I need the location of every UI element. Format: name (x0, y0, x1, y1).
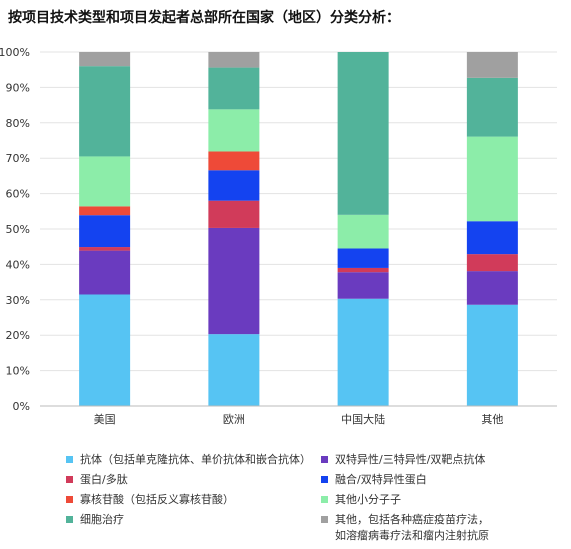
bars (79, 52, 518, 406)
bar-segment (79, 156, 131, 207)
legend-label: 融合/双特异性蛋白 (335, 473, 427, 486)
bar-segment (466, 136, 518, 222)
y-tick-label: 40% (6, 258, 30, 271)
x-tick-label: 中国大陆 (341, 412, 385, 426)
bar-segment (79, 52, 131, 67)
bar-segment (208, 200, 260, 228)
legend-swatch (66, 516, 73, 523)
bar-segment (337, 267, 389, 273)
legend-swatch (321, 516, 328, 523)
legend-label: 抗体（包括单克隆抗体、单价抗体和嵌合抗体） (80, 453, 311, 466)
legend-item: 其他小分子子 (321, 492, 401, 508)
legend-label: 寡核苷酸（包括反义寡核苷酸） (80, 493, 234, 506)
legend-label: 其他小分子子 (335, 493, 401, 506)
y-tick-label: 90% (6, 81, 30, 94)
bar-segment (79, 206, 131, 216)
bar-segment (208, 151, 260, 171)
legend-item: 细胞治疗 (66, 512, 124, 528)
legend-swatch (321, 476, 328, 483)
y-tick-label: 20% (6, 329, 30, 342)
y-axis-ticks: 0% 10% 20% 30% 40% 50% 60% 70% 80% 90% 100% (0, 46, 30, 413)
bar-segment (79, 294, 131, 406)
legend-label: 其他，包括各种癌症疫苗疗法， 如溶瘤病毒疗法和瘤内注射抗原 (335, 513, 489, 542)
bar-segment (208, 109, 260, 152)
bar-segment (79, 250, 131, 295)
bar-segment (466, 304, 518, 406)
bar-segment (208, 227, 260, 335)
legend-swatch (321, 496, 328, 503)
bar-segment (208, 334, 260, 406)
legend-label: 双特异性/三特异性/双靶点抗体 (335, 453, 486, 466)
bar-segment (208, 170, 260, 201)
legend-item: 蛋白/多肽 (66, 472, 128, 488)
y-tick-label: 0% (13, 400, 30, 413)
bar-segment (208, 52, 260, 68)
bar-segment (79, 215, 131, 248)
bar-segment (208, 67, 260, 110)
bar-segment (466, 221, 518, 255)
x-tick-label: 其他 (481, 413, 503, 426)
bar-segment (337, 272, 389, 299)
y-tick-label: 50% (6, 223, 30, 236)
legend-label: 细胞治疗 (80, 513, 124, 526)
bar-segment (337, 52, 389, 215)
chart-title: 按项目技术类型和项目发起者总部所在国家（地区）分类分析： (8, 10, 400, 26)
legend-swatch (321, 456, 328, 463)
legend-swatch (66, 456, 73, 463)
legend-swatch (66, 476, 73, 483)
bar-segment (337, 298, 389, 406)
x-axis-ticks: 美国 欧洲 中国大陆 其他 (94, 412, 504, 426)
y-tick-label: 80% (6, 117, 30, 130)
legend-item: 其他，包括各种癌症疫苗疗法， 如溶瘤病毒疗法和瘤内注射抗原 (321, 512, 489, 544)
legend-item: 寡核苷酸（包括反义寡核苷酸） (66, 492, 234, 508)
y-tick-label: 30% (6, 294, 30, 307)
bar-segment (466, 271, 518, 305)
stacked-bar-chart: 0% 10% 20% 30% 40% 50% 60% 70% 80% 90% 100% 美国 欧洲 中国… (0, 46, 557, 426)
x-tick-label: 欧洲 (223, 413, 245, 426)
bar-segment (466, 52, 518, 78)
bar-segment (466, 77, 518, 137)
y-tick-label: 100% (0, 46, 30, 59)
bar-segment (466, 254, 518, 272)
legend-item: 双特异性/三特异性/双靶点抗体 (321, 452, 485, 468)
y-tick-label: 60% (6, 188, 30, 201)
legend-swatch (66, 496, 73, 503)
legend-item: 抗体（包括单克隆抗体、单价抗体和嵌合抗体） (66, 452, 311, 468)
bar-segment (79, 66, 131, 157)
y-tick-label: 70% (6, 152, 30, 165)
bar-segment (337, 248, 389, 268)
legend-item: 融合/双特异性蛋白 (321, 472, 427, 488)
bar-segment (337, 214, 389, 249)
y-tick-label: 10% (6, 365, 30, 378)
x-tick-label: 美国 (94, 413, 116, 426)
bar-segment (79, 247, 131, 251)
legend-label: 蛋白/多肽 (80, 473, 128, 486)
